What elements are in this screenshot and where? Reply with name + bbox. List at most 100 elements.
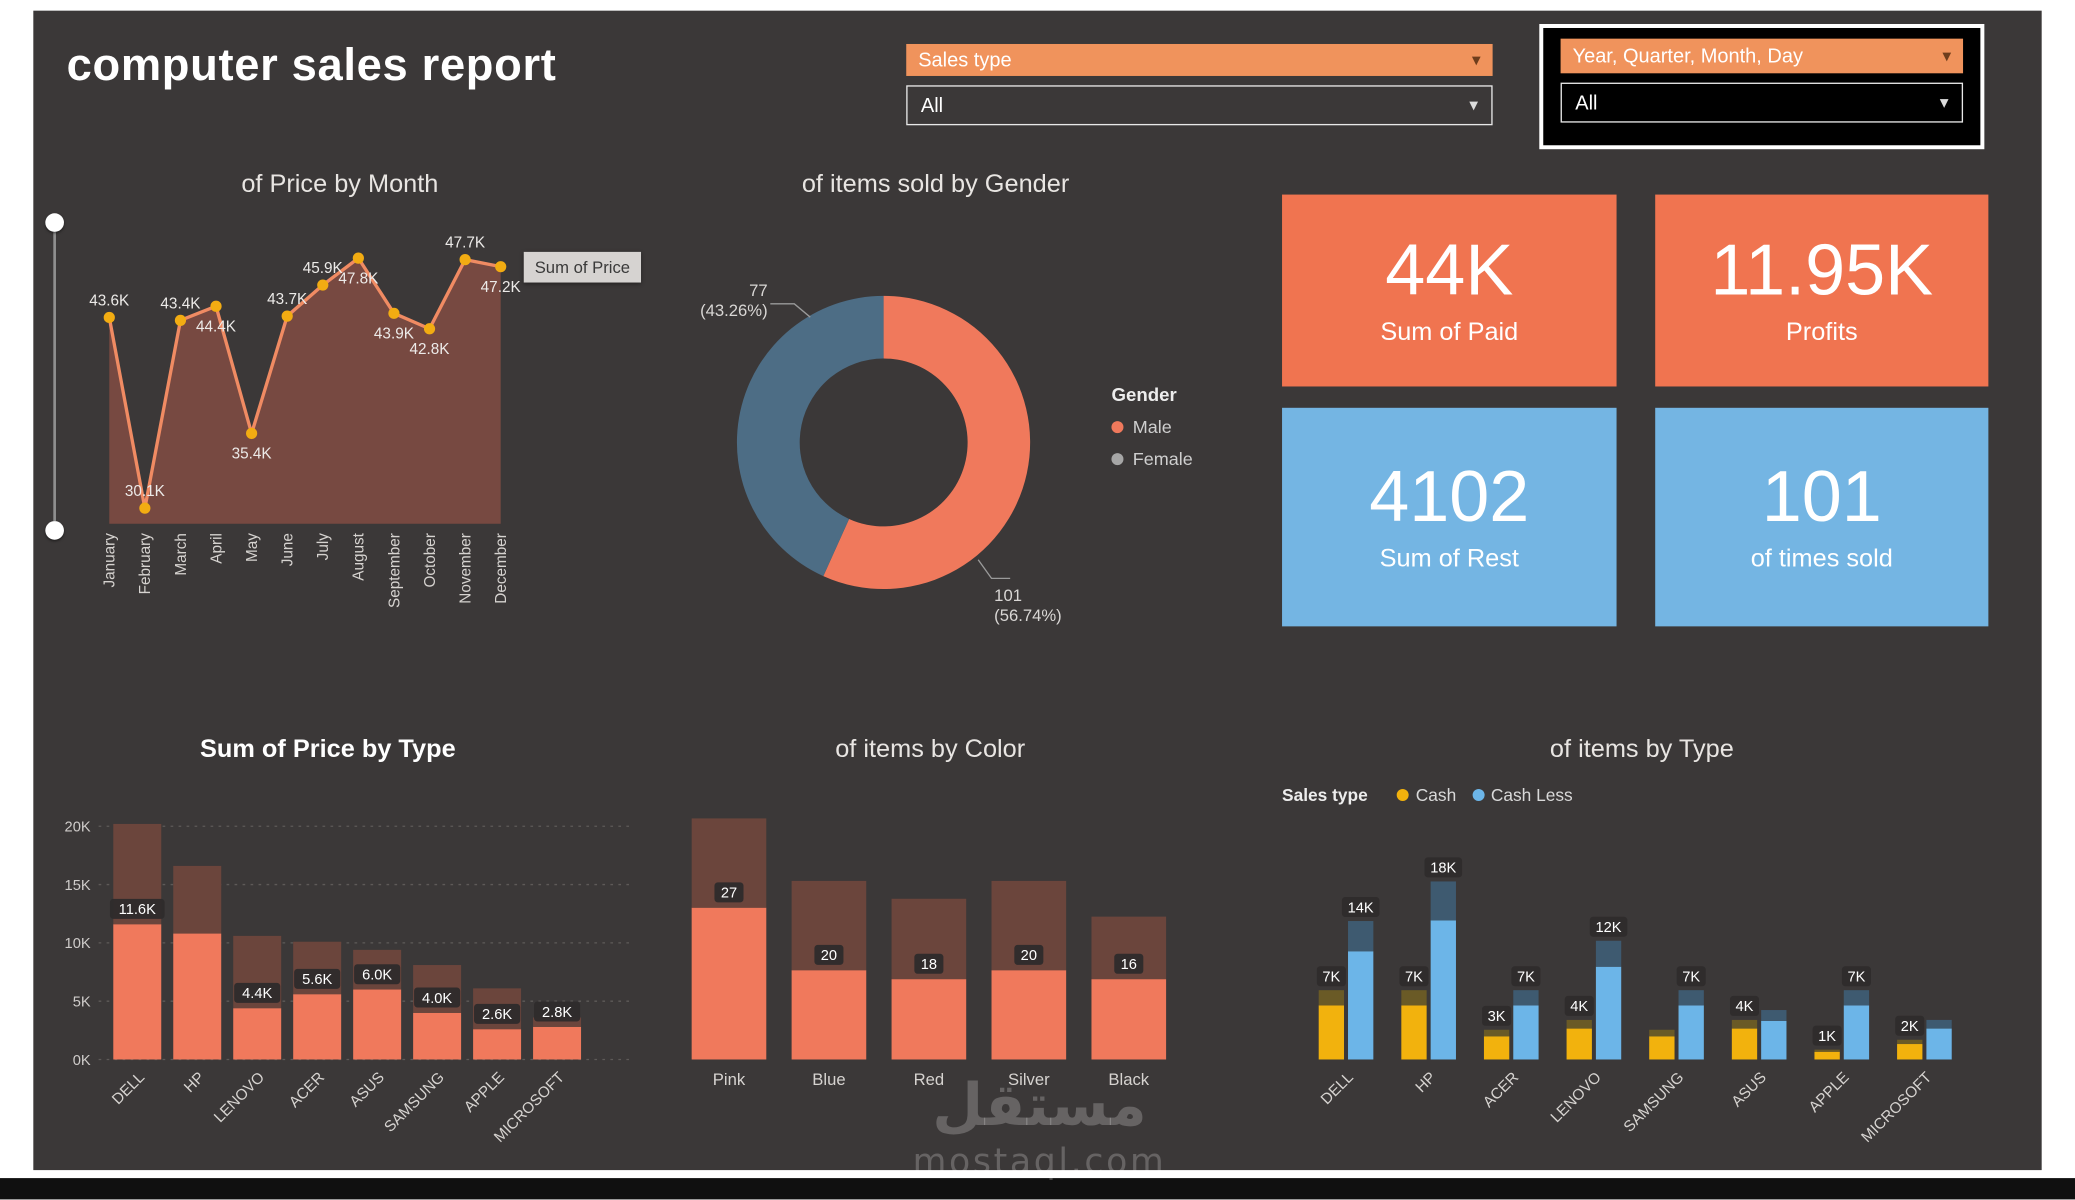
bar-segment-bottom bbox=[991, 970, 1067, 1060]
y-axis-label: 20K bbox=[65, 820, 91, 836]
data-label: 7K bbox=[1405, 970, 1423, 986]
axis-label: November bbox=[457, 533, 474, 604]
bar-cash bbox=[1731, 1028, 1758, 1060]
date-dropdown[interactable]: All ▾ bbox=[1560, 82, 1964, 123]
data-point bbox=[174, 314, 187, 326]
bar-cash bbox=[1483, 1036, 1510, 1060]
data-label: 14K bbox=[1348, 900, 1374, 916]
data-label-badge bbox=[1014, 944, 1044, 965]
bar-cap bbox=[1483, 1029, 1510, 1037]
kpi-label: Sum of Paid bbox=[1380, 318, 1519, 347]
gender-donut-chart[interactable]: 77 (43.26%) 101 (56.74%) bbox=[693, 200, 1226, 653]
kpi-card-sum-of-rest: 4102 Sum of Rest bbox=[1282, 407, 1617, 627]
data-label: 45.9K bbox=[303, 260, 344, 277]
axis-label: LENOVO bbox=[1548, 1069, 1605, 1126]
items-by-type-title: of items by Type bbox=[1549, 735, 1734, 764]
donut-slice bbox=[823, 295, 1031, 590]
data-label: 30.1K bbox=[125, 483, 166, 500]
date-slicer-title: Year, Quarter, Month, Day bbox=[1572, 44, 1803, 68]
bar-cap bbox=[1731, 1019, 1758, 1029]
callout-value: 77 bbox=[749, 281, 768, 300]
bar-cash bbox=[1649, 1036, 1675, 1060]
data-label: 47.7K bbox=[445, 235, 486, 252]
legend-item-male[interactable]: Male bbox=[1111, 417, 1192, 437]
cashless-legend-label: Cash Less bbox=[1490, 784, 1573, 805]
data-label-badge bbox=[1511, 966, 1541, 987]
axis-label: ACER bbox=[286, 1069, 328, 1111]
data-point bbox=[317, 279, 329, 291]
data-point bbox=[423, 323, 436, 335]
sales-type-slicer-header[interactable]: Sales type ▾ bbox=[906, 43, 1493, 76]
data-label: 5.6K bbox=[302, 972, 332, 988]
data-label-badge bbox=[1564, 995, 1594, 1016]
data-label: 4.4K bbox=[242, 986, 272, 1002]
report-title: computer sales report bbox=[66, 39, 557, 91]
axis-label: Blue bbox=[812, 1070, 845, 1089]
male-legend-label: Male bbox=[1132, 417, 1172, 438]
chevron-down-icon: ▾ bbox=[1469, 94, 1478, 115]
sales-type-dropdown[interactable]: All ▾ bbox=[906, 85, 1493, 126]
axis-label: June bbox=[280, 533, 297, 566]
axis-label: December bbox=[493, 533, 510, 604]
items-by-color-chart[interactable]: 27 Pink 20 Blue 18 Red 20 Silver 16 Black bbox=[673, 800, 1193, 1173]
line-chart-title: of Price by Month bbox=[241, 170, 439, 199]
bar-cap bbox=[1566, 1019, 1592, 1029]
bar-segment-bottom bbox=[891, 979, 967, 1060]
bar-cashless bbox=[1513, 1005, 1539, 1060]
data-label: 7K bbox=[1322, 970, 1340, 986]
data-label-badge bbox=[1676, 966, 1706, 987]
data-label-badge bbox=[1341, 896, 1380, 917]
bar-cash bbox=[1401, 1005, 1427, 1060]
bar-cap bbox=[1678, 990, 1704, 1006]
bar-segment-top bbox=[533, 1017, 582, 1027]
bar-cash bbox=[1814, 1051, 1840, 1060]
bottom-bar bbox=[0, 1178, 2075, 1200]
data-label: 6.0K bbox=[362, 968, 392, 984]
data-label: 3K bbox=[1488, 1009, 1506, 1025]
data-label-badge bbox=[1729, 995, 1760, 1016]
data-label: 43.9K bbox=[374, 326, 415, 343]
area-fill bbox=[109, 258, 501, 524]
data-label: 4.0K bbox=[422, 991, 452, 1007]
data-label: 35.4K bbox=[232, 446, 273, 463]
kpi-card-times-sold: 101 of times sold bbox=[1655, 407, 1989, 627]
data-point bbox=[352, 252, 364, 264]
range-slider-handle-top[interactable] bbox=[45, 213, 64, 232]
data-point bbox=[459, 254, 471, 266]
price-by-type-chart[interactable]: 0K 5K 10K 15K 20K 11.6K DELL HP 4.4K LENOVO 5.6K AC… bbox=[53, 800, 653, 1173]
date-slicer-header[interactable]: Year, Quarter, Month, Day ▾ bbox=[1560, 38, 1964, 74]
axis-label: SAMSUNG bbox=[381, 1069, 448, 1136]
date-selected-value: All bbox=[1575, 91, 1598, 114]
data-label: 43.6K bbox=[89, 292, 130, 309]
data-label: 2K bbox=[1901, 1019, 1919, 1035]
data-point bbox=[388, 307, 400, 319]
items-by-color-title: of items by Color bbox=[835, 735, 1026, 764]
data-label: 43.4K bbox=[160, 295, 201, 312]
kpi-value: 11.95K bbox=[1710, 230, 1934, 311]
date-slicer: Year, Quarter, Month, Day ▾ All ▾ bbox=[1539, 23, 1985, 150]
bar-cashless bbox=[1430, 920, 1456, 1060]
data-label: 18 bbox=[921, 957, 937, 973]
axis-label: MICROSOFT bbox=[1858, 1069, 1935, 1146]
data-label: 1K bbox=[1818, 1029, 1836, 1045]
range-slider-handle-bottom[interactable] bbox=[45, 521, 64, 540]
bar-cap bbox=[1926, 1019, 1952, 1029]
axis-label: May bbox=[244, 533, 261, 562]
items-by-type-chart[interactable]: 7K 14K DELL 7K 18K HP 3K 7K ACER 4K 12K LENOVO 7K SAM… bbox=[1277, 813, 2023, 1173]
sales-type-legend-title: Sales type bbox=[1282, 784, 1368, 805]
legend-item-female[interactable]: Female bbox=[1111, 449, 1193, 469]
bar-cap bbox=[1595, 940, 1622, 967]
axis-label: April bbox=[208, 533, 225, 564]
data-label-badge bbox=[1316, 966, 1346, 987]
data-label-badge bbox=[1589, 916, 1628, 937]
data-label-badge bbox=[1399, 966, 1429, 987]
bar-cap bbox=[1513, 990, 1539, 1006]
price-by-month-chart[interactable]: 43.6K 30.1K 43.4K 44.4K 35.4K 43.7K 45.9K 47.8K… bbox=[67, 197, 653, 657]
kpi-value: 44K bbox=[1385, 230, 1514, 311]
data-label-badge bbox=[1841, 966, 1871, 987]
data-label-badge bbox=[1812, 1025, 1842, 1046]
data-label: 7K bbox=[1682, 970, 1700, 986]
range-slider-track bbox=[53, 231, 56, 522]
watermark-arabic: مستقل bbox=[932, 1071, 1147, 1140]
